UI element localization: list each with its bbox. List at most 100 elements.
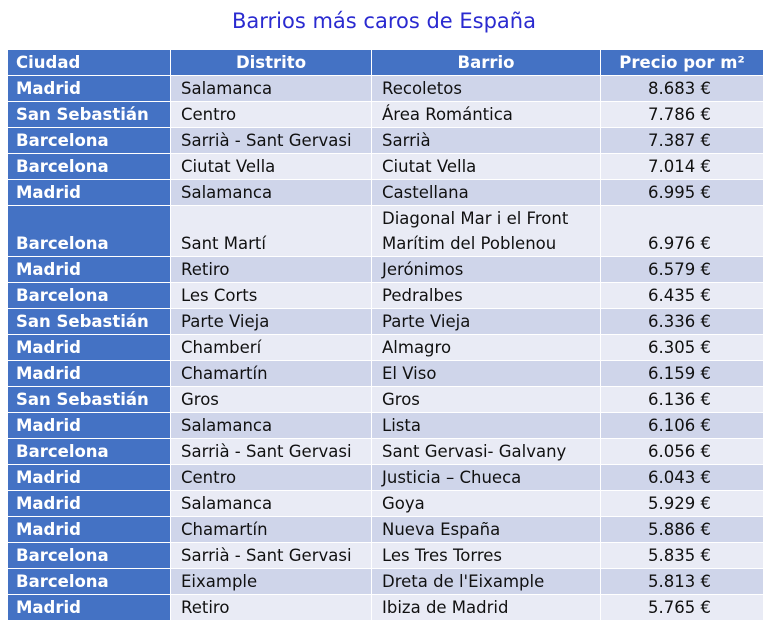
cell-precio: 6.043 €	[600, 464, 764, 491]
cell-ciudad: Madrid	[7, 179, 171, 206]
barrio-line: Les Tres Torres	[382, 546, 502, 565]
cell-precio: 6.159 €	[600, 360, 764, 387]
cell-ciudad: Barcelona	[7, 438, 171, 465]
cell-precio: 7.786 €	[600, 101, 764, 128]
cell-distrito: Retiro	[170, 256, 372, 283]
column-header-precio: Precio por m²	[600, 49, 764, 76]
cell-distrito: Sarrià - Sant Gervasi	[170, 542, 372, 569]
cell-precio: 5.835 €	[600, 542, 764, 569]
cell-distrito: Centro	[170, 101, 372, 128]
cell-precio: 5.929 €	[600, 490, 764, 517]
cell-distrito: Chamartín	[170, 360, 372, 387]
cell-distrito: Ciutat Vella	[170, 153, 372, 180]
cell-barrio: Ibiza de Madrid	[371, 594, 601, 621]
cell-precio: 6.995 €	[600, 179, 764, 206]
barrio-line: Parte Vieja	[382, 312, 471, 331]
cell-barrio: Almagro	[371, 334, 601, 361]
barrio-line: Recoletos	[382, 79, 462, 98]
barrio-line: Justicia – Chueca	[382, 468, 522, 487]
barrio-line: Gros	[382, 390, 420, 409]
barrio-line: Goya	[382, 494, 425, 513]
cell-precio: 8.683 €	[600, 75, 764, 102]
table-row: Madrid Retiro Ibiza de Madrid 5.765 €	[7, 594, 764, 621]
cell-barrio: Lista	[371, 412, 601, 439]
cell-ciudad: Barcelona	[7, 568, 171, 595]
cell-distrito: Chamartín	[170, 516, 372, 543]
table-row: Madrid Salamanca Lista 6.106 €	[7, 412, 764, 439]
table-row: Barcelona Ciutat Vella Ciutat Vella 7.014 €	[7, 153, 764, 180]
table-row: Madrid Salamanca Recoletos 8.683 €	[7, 75, 764, 102]
cell-barrio: Jerónimos	[371, 256, 601, 283]
cell-precio: 6.136 €	[600, 386, 764, 413]
cell-ciudad: Barcelona	[7, 127, 171, 154]
cell-barrio: Castellana	[371, 179, 601, 206]
barrio-line: Nueva España	[382, 520, 501, 539]
cell-distrito: Gros	[170, 386, 372, 413]
cell-distrito: Sarrià - Sant Gervasi	[170, 438, 372, 465]
cell-barrio: Área Romántica	[371, 101, 601, 128]
cell-ciudad: Madrid	[7, 360, 171, 387]
barrio-line: El Viso	[382, 364, 437, 383]
barrio-line: Almagro	[382, 338, 452, 357]
cell-ciudad: Barcelona	[7, 542, 171, 569]
cell-distrito: Salamanca	[170, 75, 372, 102]
cell-precio: 6.336 €	[600, 308, 764, 335]
cell-precio: 5.813 €	[600, 568, 764, 595]
cell-barrio: Diagonal Mar i el Front Marítim del Poble…	[371, 205, 601, 257]
barrio-line: Diagonal Mar i el Front	[382, 209, 569, 228]
table-header-row: Ciudad Distrito Barrio Precio por m²	[7, 49, 764, 76]
cell-precio: 5.886 €	[600, 516, 764, 543]
prices-table: Ciudad Distrito Barrio Precio por m² Mad…	[7, 49, 764, 621]
table-row: Madrid Chamartín El Viso 6.159 €	[7, 360, 764, 387]
cell-precio: 6.435 €	[600, 282, 764, 309]
table-row: Barcelona Sarrià - Sant Gervasi Sarrià 7.38…	[7, 127, 764, 154]
column-header-ciudad: Ciudad	[7, 49, 171, 76]
cell-precio: 6.106 €	[600, 412, 764, 439]
table-row: Madrid Chamartín Nueva España 5.886 €	[7, 516, 764, 543]
cell-barrio: Justicia – Chueca	[371, 464, 601, 491]
cell-ciudad: Madrid	[7, 490, 171, 517]
cell-distrito: Eixample	[170, 568, 372, 595]
cell-precio: 6.976 €	[600, 205, 764, 257]
cell-barrio: El Viso	[371, 360, 601, 387]
cell-ciudad: Barcelona	[7, 282, 171, 309]
cell-distrito: Sant Martí	[170, 205, 372, 257]
table-row: Barcelona Les Corts Pedralbes 6.435 €	[7, 282, 764, 309]
cell-distrito: Chamberí	[170, 334, 372, 361]
table-row: San Sebastián Parte Vieja Parte Vieja 6.336…	[7, 308, 764, 335]
barrio-line: Sant Gervasi- Galvany	[382, 442, 567, 461]
barrio-line: Marítim del Poblenou	[382, 234, 557, 253]
cell-barrio: Gros	[371, 386, 601, 413]
table-row: Madrid Salamanca Castellana 6.995 €	[7, 179, 764, 206]
page-title: Barrios más caros de España	[232, 9, 536, 33]
cell-distrito: Les Corts	[170, 282, 372, 309]
cell-ciudad: San Sebastián	[7, 308, 171, 335]
table-row: Madrid Salamanca Goya 5.929 €	[7, 490, 764, 517]
barrio-line: Jerónimos	[382, 260, 464, 279]
cell-ciudad: Barcelona	[7, 205, 171, 257]
cell-precio: 7.014 €	[600, 153, 764, 180]
table-row: Madrid Retiro Jerónimos 6.579 €	[7, 256, 764, 283]
cell-distrito: Salamanca	[170, 412, 372, 439]
table-row: Barcelona Sarrià - Sant Gervasi Les Tres T…	[7, 542, 764, 569]
barrio-line: Ciutat Vella	[382, 157, 477, 176]
table-row: San Sebastián Gros Gros 6.136 €	[7, 386, 764, 413]
cell-barrio: Les Tres Torres	[371, 542, 601, 569]
cell-ciudad: Madrid	[7, 412, 171, 439]
table-row: Madrid Chamberí Almagro 6.305 €	[7, 334, 764, 361]
table-body: Madrid Salamanca Recoletos 8.683 € San Sebas…	[7, 75, 764, 621]
cell-ciudad: Barcelona	[7, 153, 171, 180]
cell-barrio: Dreta de l'Eixample	[371, 568, 601, 595]
cell-precio: 7.387 €	[600, 127, 764, 154]
barrio-line: Lista	[382, 416, 421, 435]
barrio-line: Pedralbes	[382, 286, 463, 305]
cell-barrio: Nueva España	[371, 516, 601, 543]
cell-distrito: Parte Vieja	[170, 308, 372, 335]
cell-distrito: Centro	[170, 464, 372, 491]
cell-distrito: Retiro	[170, 594, 372, 621]
barrio-line: Ibiza de Madrid	[382, 598, 509, 617]
cell-barrio: Sant Gervasi- Galvany	[371, 438, 601, 465]
barrio-line: Área Romántica	[382, 105, 513, 124]
cell-distrito: Salamanca	[170, 490, 372, 517]
table-row: Barcelona Eixample Dreta de l'Eixample 5.81…	[7, 568, 764, 595]
